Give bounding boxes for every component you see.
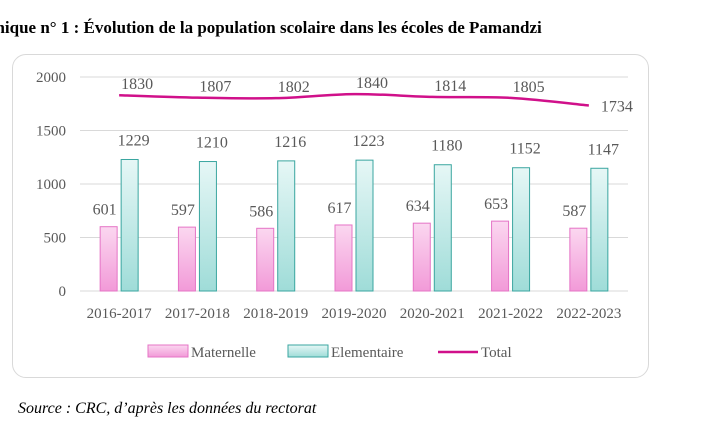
chart-title: phique n° 1 : Évolution de la population… <box>0 18 542 37</box>
data-label-elementaire: 1210 <box>196 135 228 152</box>
data-label-total: 1840 <box>356 75 388 92</box>
x-tick-label: 2016-2017 <box>87 306 152 322</box>
bar-maternelle <box>177 226 196 292</box>
data-label-total: 1802 <box>278 79 310 96</box>
source-note: Source : CRC, d’après les données du rec… <box>18 400 317 417</box>
data-label-elementaire: 1223 <box>353 133 385 150</box>
y-tick-label: 0 <box>59 284 67 300</box>
bar-maternelle <box>491 220 510 292</box>
bar-elementaire <box>512 167 531 292</box>
bar-elementaire <box>355 159 374 292</box>
data-label-maternelle: 653 <box>484 196 508 213</box>
legend-total-label: Total <box>481 345 512 361</box>
bar-maternelle <box>99 226 118 292</box>
data-label-maternelle: 601 <box>93 202 117 219</box>
data-label-elementaire: 1152 <box>509 141 540 158</box>
y-tick-label: 1500 <box>36 124 66 140</box>
data-label-maternelle: 586 <box>249 203 273 220</box>
bar-maternelle <box>256 227 275 292</box>
bar-maternelle <box>334 224 353 292</box>
bar-maternelle <box>412 222 431 292</box>
data-label-total: 1805 <box>513 79 545 96</box>
data-label-maternelle: 634 <box>406 198 430 215</box>
y-tick-label: 2000 <box>36 70 66 86</box>
bar-maternelle <box>569 227 588 292</box>
x-tick-label: 2020-2021 <box>400 306 465 322</box>
data-label-total: 1830 <box>121 76 153 93</box>
data-label-elementaire: 1147 <box>588 141 619 158</box>
legend-elementaire-label: Elementaire <box>331 345 404 361</box>
data-label-elementaire: 1229 <box>118 132 150 149</box>
data-label-total: 1814 <box>434 78 466 95</box>
legend-maternelle-swatch <box>147 344 189 358</box>
series-line-total <box>119 92 589 107</box>
x-tick-label: 2017-2018 <box>165 306 230 322</box>
data-label-maternelle: 587 <box>562 203 586 220</box>
y-tick-label: 500 <box>44 231 67 247</box>
data-label-total: 1734 <box>601 98 633 115</box>
data-label-maternelle: 617 <box>328 200 352 217</box>
x-tick-label: 2019-2020 <box>322 306 387 322</box>
bar-elementaire <box>433 164 452 292</box>
x-tick-label: 2021-2022 <box>478 306 543 322</box>
x-tick-label: 2022-2023 <box>556 306 621 322</box>
legend-maternelle-label: Maternelle <box>191 345 256 361</box>
data-label-elementaire: 1216 <box>274 134 306 151</box>
y-tick-label: 1000 <box>36 177 66 193</box>
bar-elementaire <box>277 160 296 292</box>
data-label-elementaire: 1180 <box>431 138 462 155</box>
x-tick-label: 2018-2019 <box>243 306 308 322</box>
data-label-maternelle: 597 <box>171 202 195 219</box>
bar-elementaire <box>198 161 217 292</box>
bar-elementaire <box>590 167 609 292</box>
chart-card <box>12 54 649 378</box>
data-label-total: 1807 <box>199 79 231 96</box>
legend-elementaire-swatch <box>287 344 329 358</box>
bar-elementaire <box>120 158 139 292</box>
